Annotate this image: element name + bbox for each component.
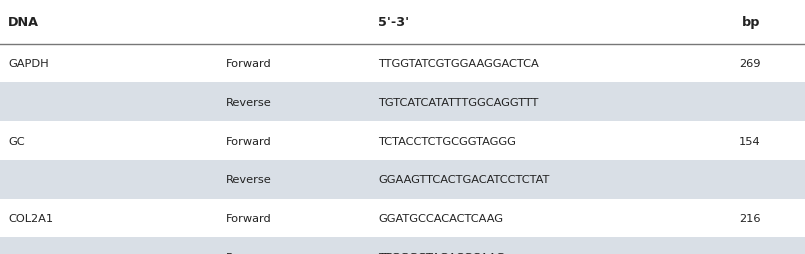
Bar (0, 160, 805, 199)
Text: Forward: Forward (225, 136, 271, 146)
Text: GGATGCCACACTCAAG: GGATGCCACACTCAAG (378, 213, 503, 223)
Text: GAPDH: GAPDH (8, 59, 49, 69)
Bar (0, 83, 805, 122)
Text: Reverse: Reverse (225, 252, 271, 254)
Text: TTGGTATCGTGGAAGGACTCA: TTGGTATCGTGGAAGGACTCA (378, 59, 539, 69)
Text: 216: 216 (739, 213, 761, 223)
Text: DNA: DNA (8, 16, 39, 29)
Text: TCTACCTCTGCGGTAGGG: TCTACCTCTGCGGTAGGG (378, 136, 516, 146)
Text: bp: bp (742, 16, 761, 29)
Text: 269: 269 (739, 59, 761, 69)
Text: 154: 154 (739, 136, 761, 146)
Text: TGTCATCATATTTGGCAGGTTT: TGTCATCATATTTGGCAGGTTT (378, 97, 539, 107)
Text: Forward: Forward (225, 59, 271, 69)
Text: COL2A1: COL2A1 (8, 213, 53, 223)
Text: TTGGGGTAGACGCAAG: TTGGGGTAGACGCAAG (378, 252, 505, 254)
Text: 5'-3': 5'-3' (378, 16, 410, 29)
Text: GC: GC (8, 136, 25, 146)
Text: Forward: Forward (225, 213, 271, 223)
Text: Reverse: Reverse (225, 174, 271, 185)
Text: GGAAGTTCACTGACATCCTCTAT: GGAAGTTCACTGACATCCTCTAT (378, 174, 550, 185)
Text: Reverse: Reverse (225, 97, 271, 107)
Bar (0, 237, 805, 254)
